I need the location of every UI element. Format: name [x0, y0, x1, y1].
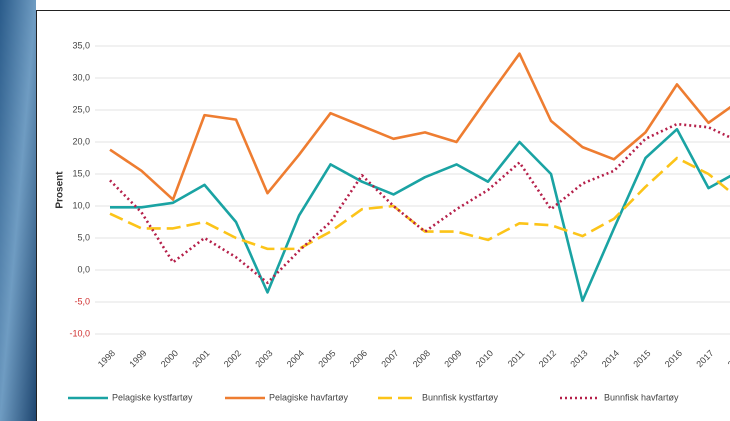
y-tick-label: 35,0 [72, 40, 90, 50]
y-tick-label: 30,0 [72, 72, 90, 82]
y-tick-label: 15,0 [72, 168, 90, 178]
frame-bg [36, 0, 730, 421]
y-tick-label: 25,0 [72, 104, 90, 114]
frame [36, 10, 730, 421]
y-tick-label: 0,0 [77, 264, 90, 274]
legend-label: Bunnfisk kystfartøy [422, 392, 499, 402]
series-line [109, 122, 730, 285]
series-line [109, 52, 730, 201]
y-axis-title: Prosent [55, 171, 66, 209]
y-tick-label: -10,0 [69, 328, 90, 338]
y-tick-label: 10,0 [72, 200, 90, 210]
series-line [109, 156, 730, 251]
y-tick-label: -5,0 [74, 296, 90, 306]
background-photo [0, 0, 36, 421]
series-line [110, 127, 730, 303]
y-tick-label: 5,0 [77, 232, 90, 242]
legend-label: Pelagiske kystfartøy [112, 392, 193, 402]
legend-label: Pelagiske havfartøy [269, 392, 349, 402]
y-tick-label: 20,0 [72, 136, 90, 146]
legend-label: Bunnfisk havfartøy [604, 392, 679, 402]
